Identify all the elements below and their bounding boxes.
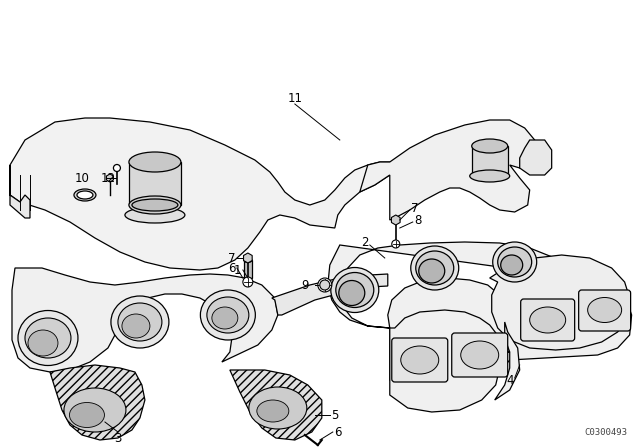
- Ellipse shape: [472, 139, 508, 153]
- Text: 4: 4: [506, 374, 513, 387]
- Ellipse shape: [25, 318, 71, 358]
- Ellipse shape: [207, 297, 249, 333]
- Text: 2: 2: [361, 236, 369, 249]
- Ellipse shape: [28, 330, 58, 356]
- Polygon shape: [106, 174, 113, 182]
- Polygon shape: [230, 370, 322, 440]
- Ellipse shape: [419, 259, 445, 283]
- Ellipse shape: [70, 402, 104, 427]
- Polygon shape: [12, 268, 278, 372]
- Ellipse shape: [118, 303, 162, 341]
- Ellipse shape: [588, 297, 621, 323]
- Ellipse shape: [125, 207, 185, 223]
- Text: 5: 5: [331, 409, 339, 422]
- Polygon shape: [10, 165, 30, 218]
- Ellipse shape: [129, 152, 181, 172]
- Ellipse shape: [401, 346, 439, 374]
- Polygon shape: [390, 310, 520, 412]
- Polygon shape: [129, 162, 181, 205]
- Text: 7: 7: [228, 251, 236, 264]
- Ellipse shape: [257, 400, 289, 422]
- Ellipse shape: [470, 170, 509, 182]
- Ellipse shape: [122, 314, 150, 338]
- Ellipse shape: [416, 251, 454, 285]
- Ellipse shape: [111, 296, 169, 348]
- Ellipse shape: [336, 272, 374, 307]
- Ellipse shape: [18, 310, 78, 366]
- Text: 12: 12: [100, 172, 115, 185]
- Ellipse shape: [113, 164, 120, 172]
- Polygon shape: [244, 253, 252, 263]
- FancyBboxPatch shape: [452, 333, 508, 377]
- FancyBboxPatch shape: [392, 338, 448, 382]
- Polygon shape: [50, 365, 145, 440]
- Polygon shape: [490, 255, 630, 350]
- Ellipse shape: [530, 307, 566, 333]
- Ellipse shape: [498, 247, 532, 277]
- Text: 7: 7: [411, 202, 419, 215]
- Ellipse shape: [74, 189, 96, 201]
- Ellipse shape: [200, 290, 255, 340]
- Text: C0300493: C0300493: [585, 427, 628, 436]
- Ellipse shape: [320, 280, 330, 290]
- Ellipse shape: [331, 267, 379, 313]
- Ellipse shape: [64, 388, 126, 432]
- Ellipse shape: [249, 387, 307, 429]
- Polygon shape: [472, 146, 508, 176]
- Ellipse shape: [493, 242, 537, 282]
- Polygon shape: [520, 140, 552, 175]
- Text: 10: 10: [74, 172, 90, 185]
- Text: 11: 11: [287, 91, 302, 104]
- Polygon shape: [10, 118, 390, 270]
- Polygon shape: [360, 120, 538, 220]
- Ellipse shape: [411, 246, 459, 290]
- Ellipse shape: [461, 341, 499, 369]
- Text: 9: 9: [301, 279, 308, 292]
- Ellipse shape: [500, 255, 523, 275]
- FancyBboxPatch shape: [521, 299, 575, 341]
- Ellipse shape: [339, 280, 365, 306]
- Text: 8: 8: [414, 214, 422, 227]
- Ellipse shape: [243, 277, 253, 287]
- Ellipse shape: [132, 199, 178, 211]
- Text: 3: 3: [115, 431, 122, 444]
- Ellipse shape: [212, 307, 238, 329]
- Ellipse shape: [392, 240, 400, 248]
- Polygon shape: [244, 260, 252, 278]
- Polygon shape: [328, 242, 632, 402]
- Text: 6: 6: [228, 262, 236, 275]
- Polygon shape: [392, 215, 400, 225]
- Polygon shape: [272, 274, 388, 315]
- Ellipse shape: [318, 278, 332, 292]
- Ellipse shape: [244, 258, 252, 263]
- Text: 1: 1: [234, 263, 242, 276]
- Ellipse shape: [77, 191, 93, 199]
- Text: 6: 6: [334, 426, 342, 439]
- FancyBboxPatch shape: [579, 290, 630, 331]
- Ellipse shape: [129, 196, 181, 214]
